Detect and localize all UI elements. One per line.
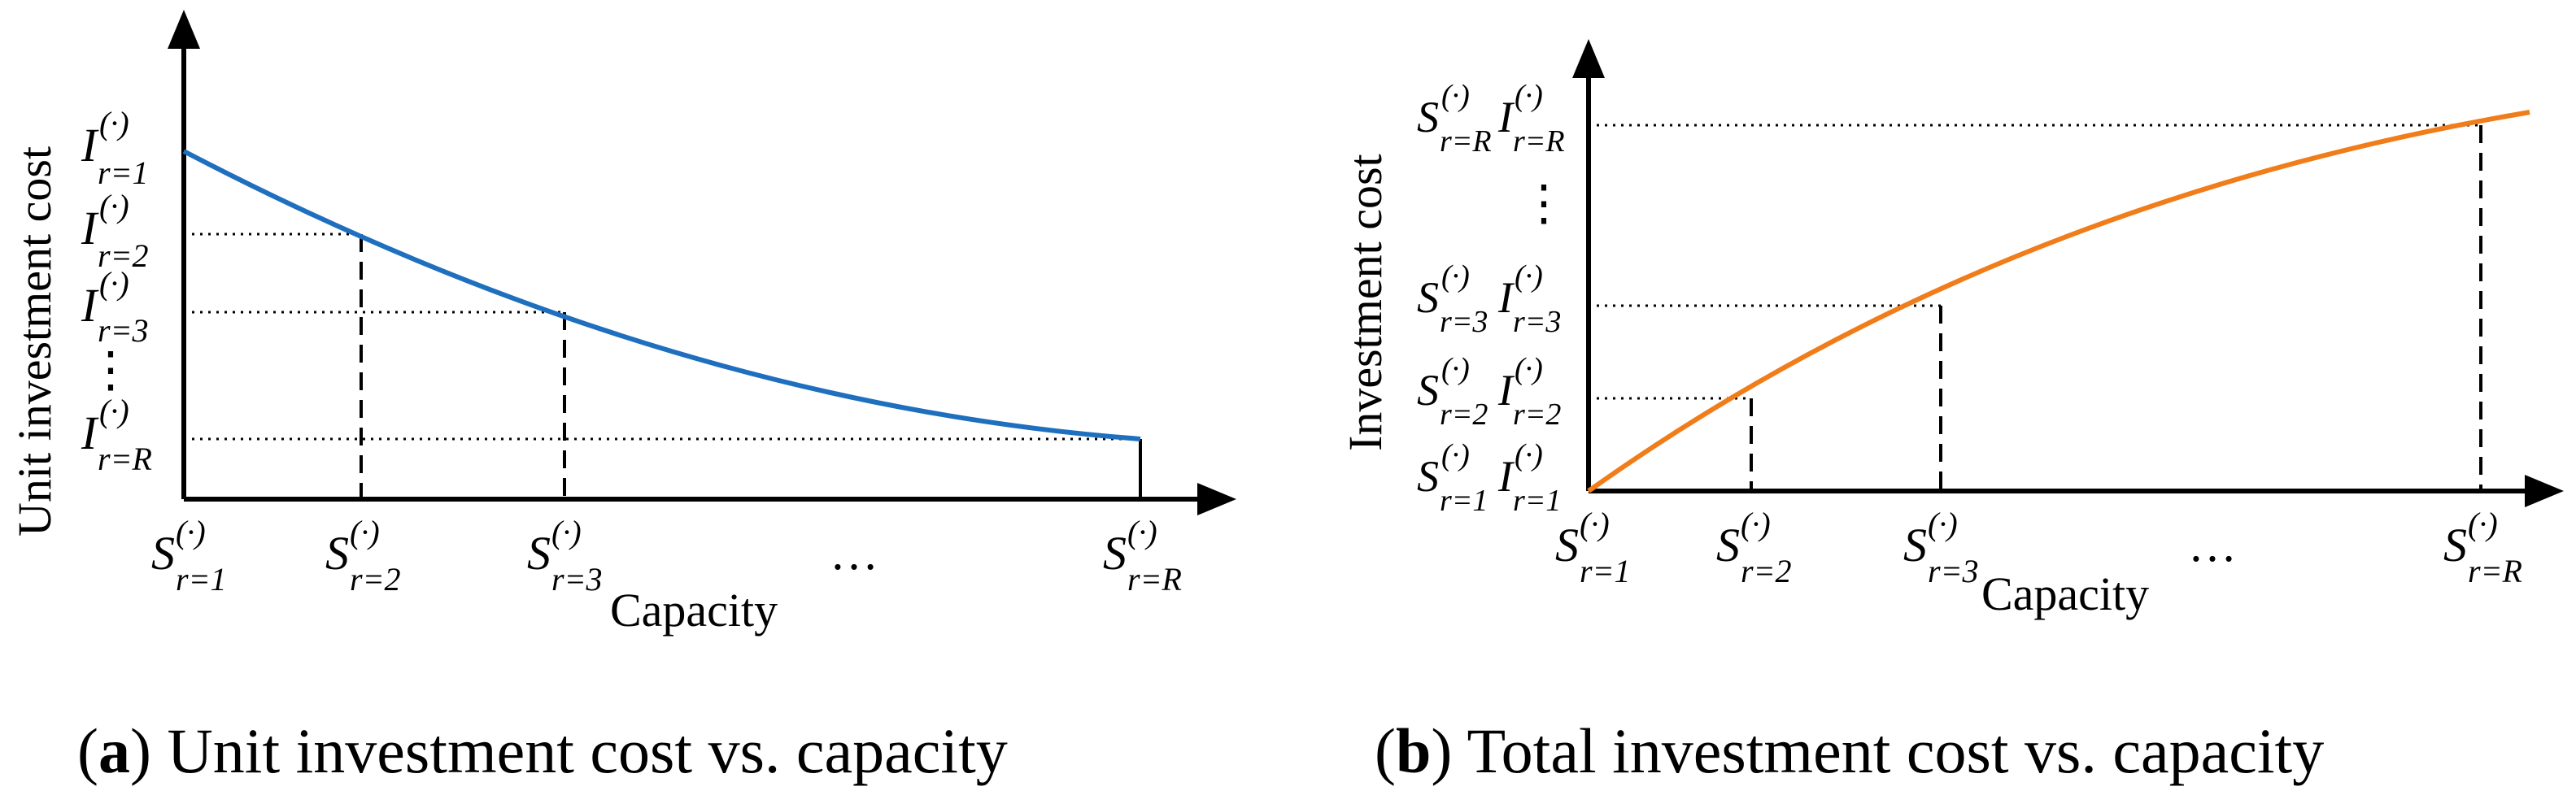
panel-b-x-tick-2: S (·) r=2 [1716,506,1792,589]
panel-a-curve [182,149,1141,441]
svg-text:(·): (·) [1127,514,1157,550]
svg-text:(·): (·) [350,514,380,550]
svg-text:(·): (·) [2468,506,2498,542]
panel-a-x-tick-R: S (·) r=R [1103,514,1182,598]
svg-text:I: I [81,119,99,172]
svg-text:r=1: r=1 [1513,484,1561,518]
svg-text:(·): (·) [1441,438,1470,472]
panel-b-caption-letter: b [1396,715,1431,786]
svg-text:r=2: r=2 [1741,553,1792,589]
svg-text:r=R: r=R [1440,124,1492,159]
svg-text:r=2: r=2 [1513,398,1561,432]
svg-text:(·): (·) [551,514,582,550]
svg-text:S: S [1716,519,1740,571]
svg-text:I: I [81,279,99,332]
svg-text:(·): (·) [99,105,129,141]
svg-text:S: S [527,527,551,580]
svg-text:r=3: r=3 [551,561,603,598]
panel-a-y-tick-3: I (·) r=3 [81,265,149,349]
svg-text:S: S [1417,366,1439,415]
svg-text:I: I [81,202,99,254]
svg-text:(·): (·) [99,393,129,429]
panel-b-y-label: Investment cost [1339,154,1392,451]
panel-a-caption-title: Unit investment cost vs. capacity [167,715,1007,786]
svg-text:S: S [1903,519,1927,571]
svg-text:S: S [1417,273,1439,322]
panel-a-x-tick-3: S (·) r=3 [527,514,603,598]
svg-text:r=2: r=2 [1440,398,1488,432]
svg-text:r=R: r=R [2468,553,2522,589]
svg-text:(·): (·) [1928,506,1958,542]
svg-text:S: S [1103,527,1127,580]
svg-text:I: I [81,406,99,459]
svg-text:S: S [2443,519,2467,571]
svg-text:I: I [1497,452,1515,501]
panel-b-y-tick-2: S (·) r=2 I (·) r=2 [1417,352,1561,432]
panel-b-x-tick-3: S (·) r=3 [1903,506,1979,589]
svg-text:(·): (·) [1441,259,1470,293]
svg-text:(·): (·) [1580,506,1610,542]
svg-text:r=R: r=R [98,441,152,477]
svg-text:r=R: r=R [1513,124,1565,159]
panel-b-x-tick-ellipsis: … [2188,518,2237,571]
svg-text:(·): (·) [1515,259,1543,293]
svg-text:r=1: r=1 [176,561,227,598]
svg-text:r=3: r=3 [1440,305,1488,339]
svg-text:(·): (·) [1441,79,1470,113]
panel-b-y-tick-3: S (·) r=3 I (·) r=3 [1417,259,1561,339]
panel-a-y-tick-2: I (·) r=2 [81,188,149,274]
svg-text:(·): (·) [1741,506,1771,542]
svg-text:(·): (·) [1515,438,1543,472]
panel-a: I (·) r=1 I (·) r=2 I (·) r=3 ⋮ I (·) r=… [8,10,1236,786]
svg-text:S: S [1555,519,1579,571]
panel-b-y-arrow [1572,39,1605,78]
panel-a-y-tick-R: I (·) r=R [81,393,152,477]
svg-text:(·): (·) [99,188,129,224]
svg-text:S: S [1417,93,1439,141]
svg-text:r=2: r=2 [98,237,149,274]
panel-b-y-tick-1: S (·) r=1 I (·) r=1 [1417,438,1561,518]
panel-a-x-tick-1: S (·) r=1 [151,514,227,598]
svg-text:r=2: r=2 [350,561,401,598]
panel-b-y-tick-R: S (·) r=R I (·) r=R [1417,79,1565,159]
svg-text:r=3: r=3 [1928,553,1979,589]
panel-a-y-tick-vdots: ⋮ [86,343,135,397]
panel-a-caption-letter: a [98,715,130,786]
svg-text:I: I [1497,273,1515,322]
panel-b-x-label: Capacity [1981,567,2149,620]
panel-a-x-tick-2: S (·) r=2 [325,514,401,598]
panel-a-caption: (a) Unit investment cost vs. capacity [77,715,1008,786]
panel-b-y-tick-vdots: ⋮ [1519,176,1568,230]
svg-text:r=3: r=3 [1513,305,1561,339]
panel-a-y-label: Unit investment cost [8,146,61,537]
svg-text:S: S [151,527,175,580]
svg-text:I: I [1497,366,1515,415]
svg-text:S: S [325,527,349,580]
panel-b-x-tick-1: S (·) r=1 [1555,506,1631,589]
svg-text:r=3: r=3 [98,312,149,349]
panel-b: S (·) r=R I (·) r=R ⋮ S (·) r=3 I (·) r=… [1339,39,2564,786]
panel-b-x-tick-R: S (·) r=R [2443,506,2522,589]
svg-text:(·): (·) [176,514,206,550]
svg-text:r=R: r=R [1127,561,1182,598]
svg-text:(·): (·) [1441,352,1470,386]
svg-text:(·): (·) [99,265,129,302]
svg-text:(·): (·) [1515,79,1543,113]
svg-text:S: S [1417,452,1439,501]
panel-b-caption-title: Total investment cost vs. capacity [1467,715,2324,786]
panel-b-caption: (b) Total investment cost vs. capacity [1375,715,2324,786]
svg-text:I: I [1497,93,1515,141]
svg-text:(·): (·) [1515,352,1543,386]
svg-text:r=1: r=1 [1440,484,1488,518]
panel-a-y-tick-1: I (·) r=1 [81,105,149,191]
panel-a-y-arrow [168,10,200,49]
panel-a-x-label: Capacity [610,584,778,637]
svg-text:r=1: r=1 [98,154,149,191]
panel-a-x-tick-ellipsis: … [830,526,878,580]
svg-text:r=1: r=1 [1580,553,1631,589]
panel-a-x-arrow [1197,483,1236,515]
panel-b-x-arrow [2525,475,2564,507]
panel-b-curve [1587,110,2530,493]
